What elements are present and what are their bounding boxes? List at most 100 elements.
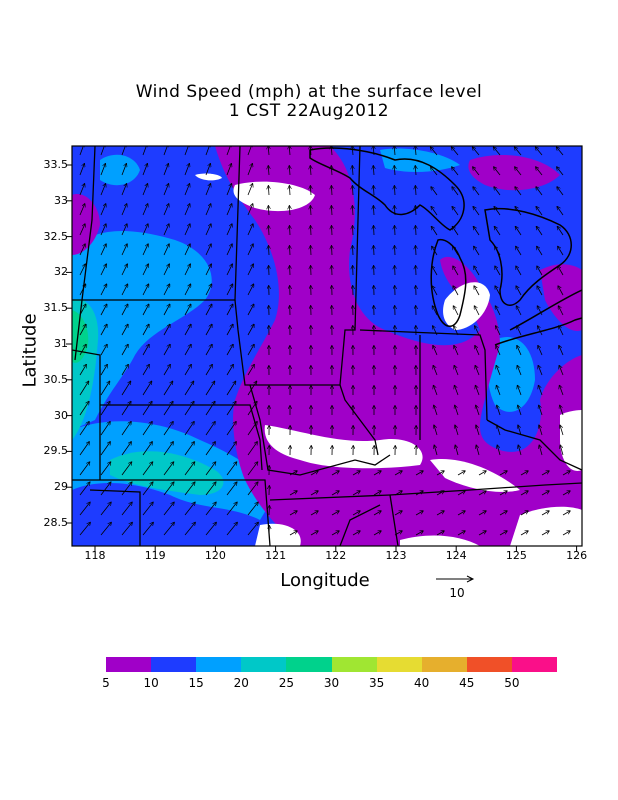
wind-vector	[476, 406, 480, 416]
wind-vector	[205, 244, 211, 256]
wind-vector	[541, 471, 549, 476]
wind-vector	[142, 462, 153, 476]
wind-vector	[541, 491, 549, 496]
wind-vector	[205, 502, 216, 516]
wind-vector	[121, 345, 128, 356]
wind-vector	[121, 402, 131, 416]
wind-vector	[205, 146, 210, 156]
wind-vector	[331, 471, 339, 476]
plot-subtitle-time: 1 CST 22Aug2012	[228, 101, 390, 121]
speed-region-15-20-north	[380, 148, 460, 172]
wind-vector	[247, 264, 253, 276]
wind-vector	[121, 325, 128, 336]
wind-vector	[269, 226, 270, 236]
wind-vector	[455, 425, 459, 436]
calm-region-south	[430, 459, 520, 492]
colorbar-label: 20	[233, 676, 249, 690]
wind-vector	[79, 184, 85, 196]
wind-vector	[100, 462, 111, 476]
wind-vector	[474, 266, 480, 276]
wind-vector	[331, 206, 332, 216]
x-tick-label: 124	[445, 549, 467, 562]
wind-vector	[496, 306, 501, 316]
wind-vector	[142, 422, 152, 436]
wind-vector	[205, 184, 211, 196]
wind-vector	[538, 306, 543, 316]
wind-vector	[247, 146, 252, 156]
wind-vector	[205, 462, 216, 476]
wind-vector	[353, 246, 354, 256]
colorbar-label: 40	[414, 676, 430, 690]
wind-vector	[473, 167, 480, 176]
wind-vector	[184, 365, 191, 376]
wind-vector	[121, 284, 128, 296]
wind-vector	[205, 164, 210, 176]
calm-region-northwest-small	[195, 173, 222, 181]
x-tick-label: 118	[84, 549, 106, 562]
wind-vector	[142, 482, 153, 496]
wind-vector	[436, 471, 444, 476]
wind-vector	[478, 491, 486, 496]
wind-vector	[163, 402, 173, 416]
wind-vector	[495, 227, 501, 236]
wind-vector	[163, 365, 170, 376]
wind-vector	[226, 224, 232, 236]
colorbar-swatch	[151, 657, 197, 672]
wind-vector	[184, 422, 194, 436]
wind-vector	[497, 406, 501, 416]
wind-vector	[121, 204, 127, 216]
wind-vector	[558, 247, 564, 256]
wind-vector	[79, 523, 90, 536]
wind-vector	[142, 284, 149, 296]
wind-vector	[247, 402, 257, 416]
wind-vector	[331, 146, 332, 156]
wind-vector	[290, 226, 291, 236]
wind-vector	[373, 531, 381, 536]
wind-vector	[184, 462, 195, 476]
wind-vector	[538, 326, 543, 336]
colorbar-swatch	[331, 657, 378, 672]
wind-vector	[142, 244, 148, 256]
wind-vector	[497, 386, 501, 396]
wind-vector	[537, 266, 543, 276]
wind-vector	[476, 425, 480, 436]
wind-vector	[432, 266, 438, 276]
wind-vector	[478, 511, 486, 516]
colorbar-swatch	[511, 657, 558, 672]
wind-vector	[184, 284, 191, 296]
wind-vector	[79, 204, 85, 216]
wind-field	[72, 146, 582, 546]
wind-vector	[121, 523, 132, 536]
wind-vector	[142, 164, 147, 176]
wind-vector	[433, 366, 438, 376]
wind-vector	[415, 531, 423, 536]
wind-vector	[121, 244, 127, 256]
wind-vector	[497, 425, 501, 436]
wind-vector	[100, 204, 106, 216]
wind-vector	[247, 224, 253, 236]
wind-vector	[562, 491, 570, 496]
wind-vector	[79, 462, 90, 476]
wind-vector	[352, 166, 353, 176]
wind-vector	[247, 422, 257, 436]
wind-vector	[79, 502, 90, 516]
wind-vector	[121, 462, 132, 476]
wind-vector	[100, 382, 110, 396]
wind-vector	[205, 325, 212, 336]
colorbar-swatch	[376, 657, 423, 672]
wind-vector	[184, 523, 195, 536]
wind-vector	[226, 442, 236, 456]
y-tick-label: 32	[54, 265, 68, 279]
y-tick-label: 29.5	[43, 444, 69, 458]
wind-vector	[205, 382, 215, 396]
wind-vector	[184, 304, 191, 316]
wind-vector	[431, 207, 438, 216]
wind-vector	[184, 146, 189, 156]
wind-vector	[226, 304, 233, 316]
wind-vector	[121, 382, 131, 396]
wind-vector	[184, 204, 190, 216]
wind-vector	[100, 345, 107, 356]
wind-vector	[415, 491, 423, 496]
wind-vector	[474, 286, 480, 296]
wind-vector	[311, 226, 312, 236]
